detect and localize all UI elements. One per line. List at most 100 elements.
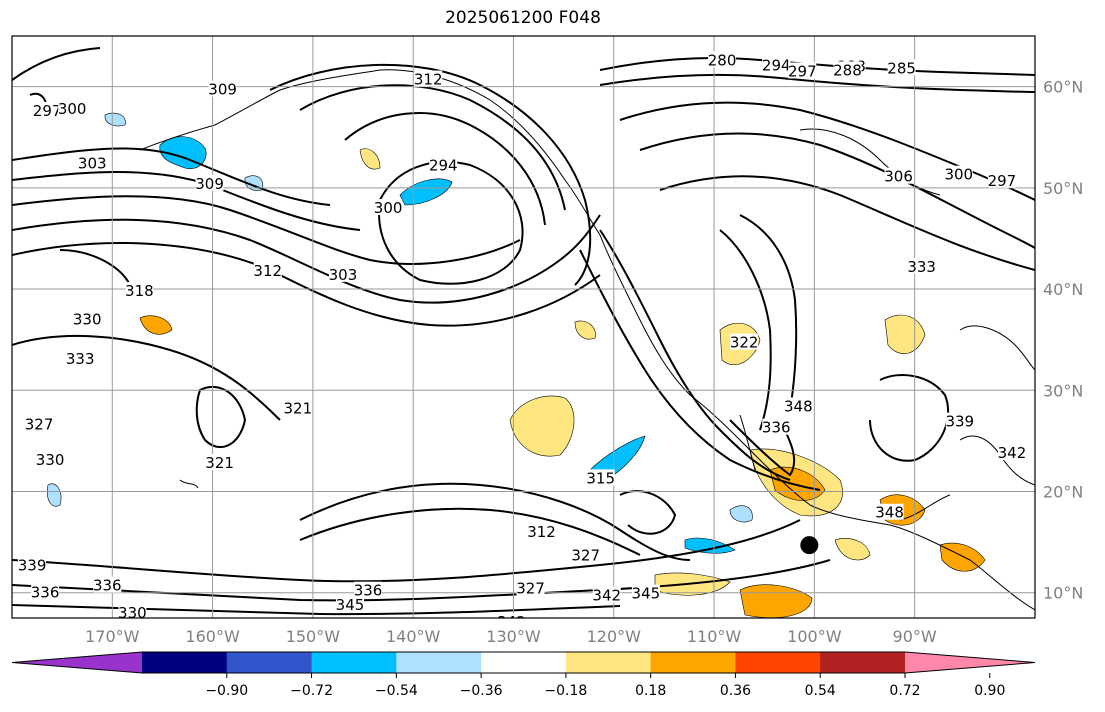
- contour-label: 330: [36, 451, 65, 469]
- contour-label-background: [118, 603, 147, 618]
- contour-label: 303: [78, 155, 107, 173]
- latitude-tick-label: 50°N: [1043, 179, 1083, 198]
- colorbar-segment: [735, 652, 821, 673]
- longitude-tick-label: 140°W: [386, 627, 441, 646]
- colorbar-outline: [11, 651, 1036, 674]
- contour-label-background: [631, 584, 660, 601]
- contour-label-background: [66, 349, 95, 366]
- contour-label: 312: [253, 262, 282, 280]
- contour-label: 345: [632, 585, 661, 603]
- contour-label: 330: [118, 604, 147, 622]
- colorbar-segment: [650, 652, 736, 673]
- longitude-tick-label: 110°W: [687, 627, 742, 646]
- contour-label: 306: [884, 168, 913, 186]
- contour-label: 339: [18, 556, 47, 574]
- contour-label-background: [887, 59, 916, 76]
- contour-label-background: [25, 415, 54, 432]
- contour-label: 294: [429, 157, 458, 175]
- longitude-tick-label: 90°W: [893, 627, 937, 646]
- contour-label: 300: [58, 100, 87, 118]
- colorbar-tick-label: 0.18: [635, 683, 666, 699]
- contour-label: 309: [208, 81, 237, 99]
- contour-label-background: [997, 444, 1026, 461]
- longitude-axis: 170°W 160°W 150°W 140°W 130°W 120°W 110°W 100°W…: [85, 627, 937, 646]
- contour-label-background: [328, 265, 357, 282]
- contour-label: 300: [374, 199, 403, 217]
- contour-label-background: [208, 80, 237, 97]
- contour-label: 312: [527, 523, 556, 541]
- contour-label-background: [884, 167, 913, 184]
- contour-label: 322: [730, 334, 759, 352]
- contour-label: 285: [887, 59, 916, 77]
- latitude-tick-label: 30°N: [1043, 381, 1083, 400]
- contour-label-background: [93, 576, 122, 593]
- contour-label-background: [987, 171, 1016, 188]
- colorbar-segment: [565, 652, 652, 673]
- colorbar-tick-label: −0.18: [544, 683, 587, 699]
- latitude-tick-label: 60°N: [1043, 78, 1083, 97]
- contour-label-background: [592, 586, 621, 603]
- colorbar: [11, 651, 1036, 674]
- contour-label-background: [762, 56, 791, 73]
- contour-label: 288: [833, 61, 862, 79]
- contour-label-background: [33, 101, 62, 118]
- contour-label: 294: [762, 56, 791, 74]
- contour-label-background: [73, 310, 102, 327]
- contour-label: 312: [414, 71, 443, 89]
- colorbar-segment: [142, 652, 228, 673]
- longitude-tick-label: 100°W: [787, 627, 842, 646]
- contour-label: 303: [329, 266, 358, 284]
- contour-label: 336: [31, 584, 60, 602]
- contour-label: 348: [875, 504, 904, 522]
- colorbar-tick-label: 0.72: [889, 683, 920, 699]
- colorbar-segment: [481, 652, 567, 673]
- colorbar-tick-label: 0.36: [720, 683, 751, 699]
- contour-label: 327: [25, 416, 54, 434]
- contour-label: 297: [988, 172, 1017, 190]
- contour-label-background: [78, 154, 107, 171]
- coastlines: [139, 69, 1035, 611]
- colorbar-tick-labels: −0.90 −0.72 −0.54 −0.36 −0.18 0.18 0.36 0.54 0.7…: [205, 673, 1005, 699]
- contour-label: 318: [125, 282, 154, 300]
- contour-label: 333: [66, 350, 95, 368]
- colorbar-tick-label: −0.90: [205, 683, 248, 699]
- contour-label-background: [788, 62, 817, 79]
- contour-label-background: [354, 581, 383, 598]
- contour-label-background: [571, 546, 600, 563]
- longitude-tick-label: 160°W: [185, 627, 240, 646]
- colorbar-tick-label: 0.90: [974, 683, 1005, 699]
- contour-label: 327: [571, 546, 600, 564]
- contour-label: 342: [998, 444, 1027, 462]
- contour-label: 327: [516, 580, 545, 598]
- longitude-tick-label: 120°W: [587, 627, 642, 646]
- longitude-tick-label: 130°W: [486, 627, 541, 646]
- contour-label: 300: [944, 166, 973, 184]
- storm-center-marker: [800, 536, 819, 555]
- longitude-tick-label: 150°W: [286, 627, 341, 646]
- contour-label-background: [335, 595, 364, 612]
- contour-label-background: [374, 199, 403, 216]
- contour-label-background: [945, 412, 974, 429]
- longitude-tick-label: 170°W: [85, 627, 140, 646]
- contour-label-background: [497, 613, 526, 618]
- contour-label: 345: [336, 596, 365, 614]
- colorbar-tick-label: 0.54: [805, 683, 836, 699]
- contour-label-background: [125, 282, 154, 299]
- contour-label-background: [762, 418, 791, 435]
- colorbar-extend-high: [905, 652, 1035, 673]
- contour-label-background: [784, 397, 813, 414]
- colorbar-tick-label: −0.36: [460, 683, 503, 699]
- contour-label: 315: [586, 469, 615, 487]
- contour-label-background: [205, 454, 234, 471]
- contour-label-background: [730, 333, 759, 350]
- contour-label-background: [907, 257, 936, 274]
- latitude-tick-label: 10°N: [1043, 584, 1083, 603]
- latitude-tick-label: 40°N: [1043, 280, 1083, 299]
- contour-label: 330: [73, 310, 102, 328]
- contour-label: 297: [33, 102, 62, 120]
- contour-label: 321: [284, 399, 313, 417]
- contour-label-background: [944, 165, 973, 182]
- contour-label-background: [527, 522, 556, 539]
- contour-label-background: [875, 503, 904, 520]
